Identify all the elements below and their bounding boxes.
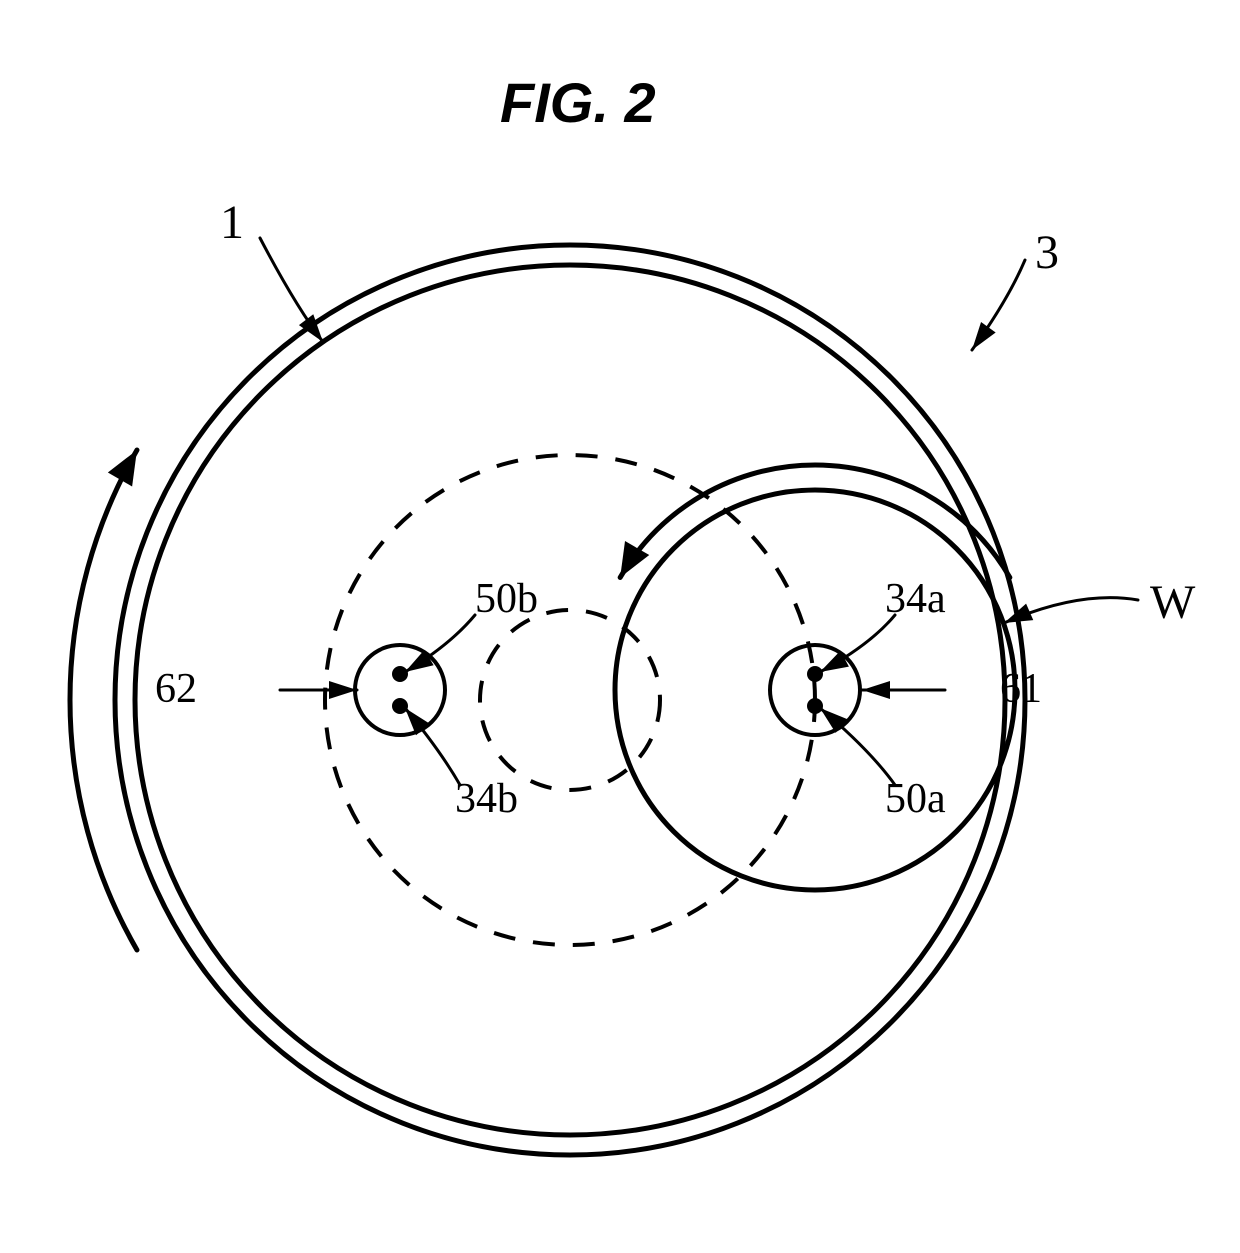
label-34b: 34b <box>455 775 518 823</box>
label-62: 62 <box>155 665 197 713</box>
diagram-svg <box>0 0 1240 1253</box>
label-3: 3 <box>1035 225 1059 280</box>
label-1: 1 <box>220 195 244 250</box>
label-61: 61 <box>1000 665 1042 713</box>
label-50a: 50a <box>885 775 946 823</box>
label-W: W <box>1150 575 1195 630</box>
label-50b: 50b <box>475 575 538 623</box>
figure-title: FIG. 2 <box>500 70 656 135</box>
figure-2: FIG. 2 1 3 W 62 61 50b 34b 34a 50a <box>0 0 1240 1253</box>
label-34a: 34a <box>885 575 946 623</box>
